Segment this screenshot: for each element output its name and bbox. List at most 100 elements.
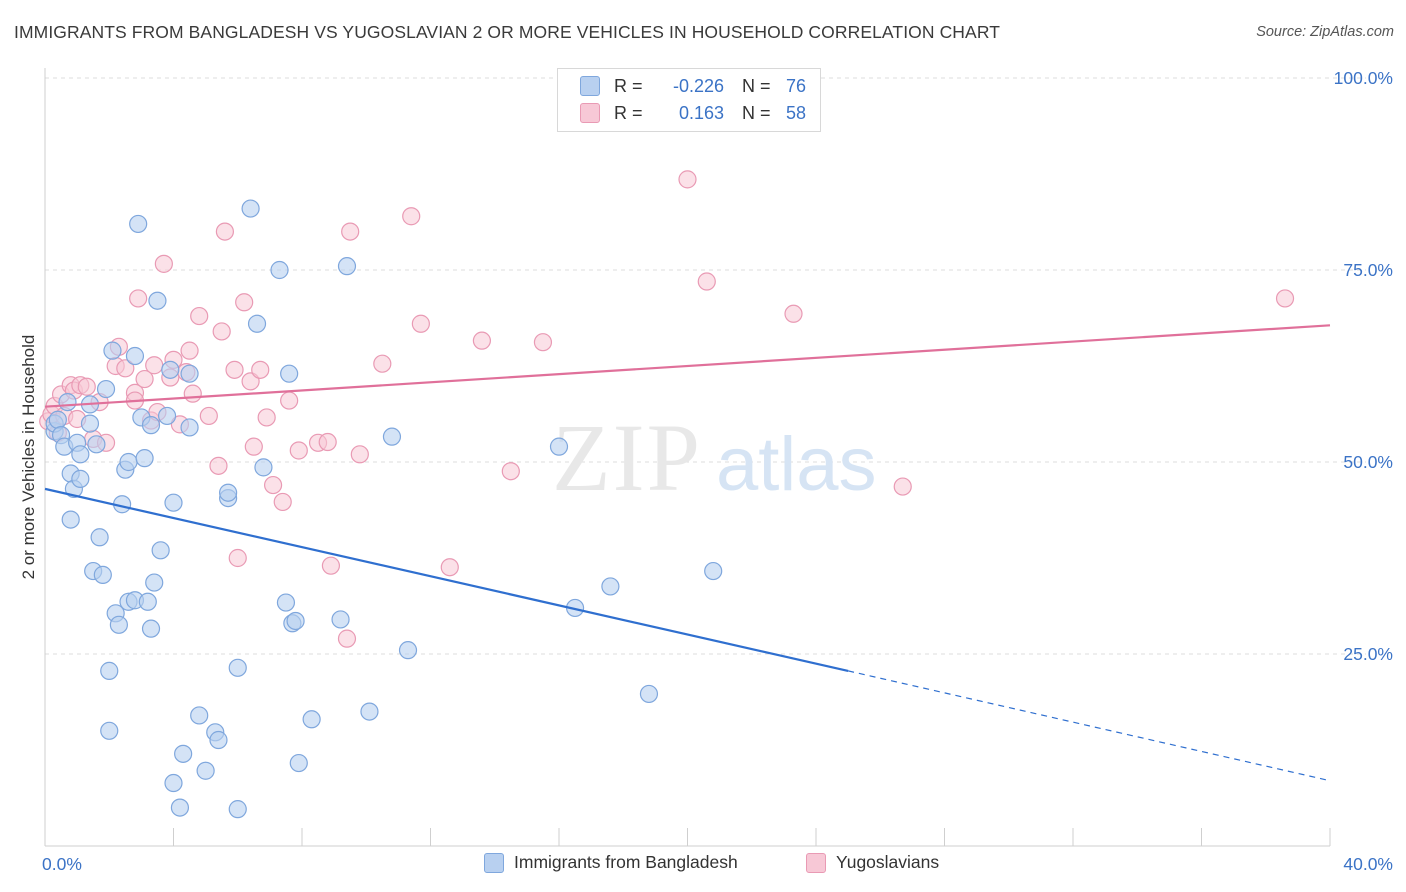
bangladesh-point — [138, 592, 157, 611]
yugoslavians-point — [411, 314, 430, 333]
bangladesh-point — [80, 414, 100, 433]
yugoslavians-point — [289, 441, 308, 460]
yugoslavians-point — [318, 432, 337, 452]
yugoslavians-points — [39, 170, 1295, 648]
legend-label-bangladesh: Immigrants from Bangladesh — [514, 852, 738, 872]
yugoslavians-point — [251, 360, 270, 379]
legend-n-label: N = — [742, 75, 771, 96]
legend-n-value: 58 — [786, 102, 807, 123]
bangladesh-point — [219, 483, 238, 502]
bangladesh-point — [48, 410, 67, 429]
yugoslavians-point — [472, 331, 491, 350]
bangladesh-point — [71, 445, 90, 464]
watermark-atlas: atlas — [716, 422, 877, 507]
bangladesh-point — [228, 800, 247, 819]
bangladesh-point — [337, 257, 357, 276]
yugoslavians-point — [225, 360, 244, 379]
yugoslavians-point — [244, 437, 263, 456]
watermark-zip: ZIP — [552, 404, 702, 511]
bangladesh-point — [170, 798, 190, 817]
bangladesh-point — [119, 452, 138, 472]
bangladesh-point — [289, 753, 308, 773]
yugoslavians-point — [215, 222, 234, 241]
stats-legend: R = -0.226 N = 76 R = 0.163 N = 58 — [557, 68, 821, 132]
y-tick-label: 50.0% — [1343, 452, 1393, 472]
yugoslavians-point — [402, 207, 421, 226]
yugoslavians-point — [1275, 289, 1295, 308]
bangladesh-point — [135, 449, 154, 468]
yugoslavians-point — [154, 254, 173, 273]
yugoslavians-point — [180, 341, 199, 360]
yugoslavians-point — [116, 359, 135, 378]
yugoslavians-point — [321, 556, 341, 575]
legend-label-yugoslavians: Yugoslavians — [836, 852, 940, 872]
y-tick-label: 100.0% — [1334, 68, 1393, 88]
legend-r-label: R = — [614, 102, 643, 123]
bangladesh-point — [331, 610, 350, 629]
bangladesh-point — [270, 260, 289, 280]
legend-row-bangladesh: R = -0.226 N = 76 — [580, 74, 806, 98]
trend-lines — [44, 324, 1331, 782]
bangladesh-point — [61, 510, 80, 529]
bangladesh-point — [87, 435, 106, 454]
bangladesh-point — [196, 761, 215, 780]
legend-swatch-pink — [806, 852, 826, 873]
legend-row-yugoslavians: R = 0.163 N = 58 — [580, 101, 806, 125]
yugoslavians-point — [784, 304, 803, 323]
bangladesh-point — [125, 346, 145, 366]
bangladesh-point — [190, 706, 209, 725]
yugoslavians-point — [77, 377, 96, 396]
bangladesh-point — [71, 469, 90, 488]
yugoslavians-point — [440, 558, 459, 577]
legend-swatch-pink — [580, 103, 600, 123]
bangladesh-point — [100, 661, 119, 680]
bangladesh-point — [103, 341, 122, 360]
bangladesh-point — [96, 379, 116, 399]
bangladesh-point — [129, 214, 148, 234]
legend-item-yugoslavians: Yugoslavians — [806, 852, 939, 873]
yugoslavians-point — [337, 629, 357, 648]
bangladesh-point — [549, 437, 569, 456]
bangladesh-point — [157, 406, 177, 426]
yugoslavians-point — [228, 548, 247, 568]
y-axis-label: 2 or more Vehicles in Household — [19, 335, 38, 580]
bangladesh-point — [90, 528, 109, 547]
bangladesh-point — [58, 392, 77, 412]
series-legend: Immigrants from Bangladesh Yugoslavians — [0, 852, 1406, 878]
bangladesh-point — [209, 730, 228, 750]
bangladesh-point — [148, 291, 167, 310]
yugoslavians-point — [212, 322, 231, 341]
yugoslavians-point — [697, 272, 716, 291]
bangladesh-point — [601, 577, 620, 596]
yugoslavians-point — [257, 408, 276, 427]
bangladesh-point — [254, 458, 273, 477]
yugoslavians-point — [235, 293, 254, 312]
bangladesh-point — [161, 360, 180, 379]
bangladesh-point — [228, 658, 247, 677]
bangladesh-trend-line — [44, 487, 849, 672]
axes — [44, 68, 1331, 847]
yugoslavians-point — [183, 384, 202, 403]
yugoslavians-point — [190, 306, 209, 326]
bangladesh-point — [286, 611, 305, 631]
bangladesh-trend-extension — [847, 670, 1331, 782]
legend-r-value: 0.163 — [678, 102, 724, 123]
legend-item-bangladesh: Immigrants from Bangladesh — [484, 852, 738, 873]
bangladesh-point — [276, 593, 296, 612]
chart-title: IMMIGRANTS FROM BANGLADESH VS YUGOSLAVIA… — [14, 22, 1001, 42]
watermark: ZIP atlas — [552, 404, 877, 511]
bangladesh-point — [174, 744, 193, 763]
bangladesh-point — [360, 702, 379, 721]
yugoslavians-point — [129, 289, 148, 308]
bangladesh-point — [382, 427, 402, 446]
bangladesh-points — [45, 199, 723, 819]
x-tick-label: 40.0% — [1343, 854, 1393, 874]
yugoslavians-point — [893, 477, 912, 496]
bangladesh-point — [141, 619, 161, 638]
bangladesh-point — [141, 416, 161, 435]
bangladesh-point — [93, 565, 112, 584]
bangladesh-point — [145, 573, 164, 592]
yugoslavians-point — [145, 356, 164, 375]
bangladesh-point — [704, 561, 723, 581]
